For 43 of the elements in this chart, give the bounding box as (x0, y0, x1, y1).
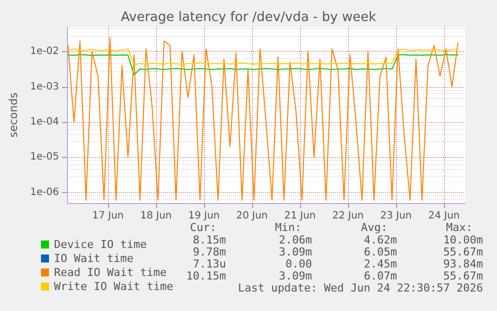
text: 55.67m (443, 246, 484, 258)
y-tick-label: 1e-03 (30, 81, 59, 92)
text: Cur: (190, 221, 216, 234)
legend-label: IO Wait time (54, 252, 134, 265)
text: 93.84m (443, 258, 484, 270)
text: Last update: Wed Jun 24 22:30:57 2026 (238, 282, 483, 294)
text: 10.15m (186, 270, 226, 282)
x-tick-label: 20 Jun (236, 210, 268, 222)
text: 55.67m (443, 270, 484, 282)
legend-label: Read IO Wait time (54, 266, 167, 279)
x-tick-label: 17 Jun (92, 210, 124, 222)
y-tick-label: 1e-05 (30, 152, 59, 163)
text: 3.09m (278, 270, 312, 282)
text: 3.09m (278, 246, 312, 258)
x-tick-label: 22 Jun (332, 210, 364, 222)
text: Avg: (361, 221, 388, 234)
text: 6.07m (364, 270, 398, 282)
line-series (68, 48, 458, 66)
x-tick-label: 21 Jun (284, 210, 316, 222)
x-tick-label: 19 Jun (188, 210, 220, 222)
chart-title: Average latency for /dev/vda - by week (120, 10, 377, 25)
legend-label: Device IO time (54, 238, 147, 251)
text: 7.13u (192, 258, 226, 270)
line-series (68, 54, 458, 76)
x-tick-label: 24 Jun (428, 210, 460, 222)
y-axis-title: seconds (7, 92, 20, 138)
text: 4.62m (364, 234, 398, 246)
y-tick-label: 1e-06 (30, 186, 59, 198)
text: 2.45m (364, 258, 398, 270)
text: Max: (446, 221, 472, 234)
text: 10.00m (443, 234, 484, 246)
text: 2.06m (278, 234, 312, 246)
line-series (68, 37, 458, 201)
x-tick-label: 18 Jun (140, 210, 172, 222)
y-tick-label: 1e-02 (30, 46, 59, 58)
text: 8.15m (192, 234, 226, 246)
text: 0.00 (286, 258, 312, 270)
legend-label: Write IO Wait time (54, 280, 174, 293)
y-tick-label: 1e-04 (30, 116, 59, 128)
text: 9.78m (192, 246, 226, 258)
x-tick-label: 23 Jun (380, 210, 412, 222)
text: Min: (275, 221, 302, 234)
text: 6.05m (364, 246, 398, 258)
